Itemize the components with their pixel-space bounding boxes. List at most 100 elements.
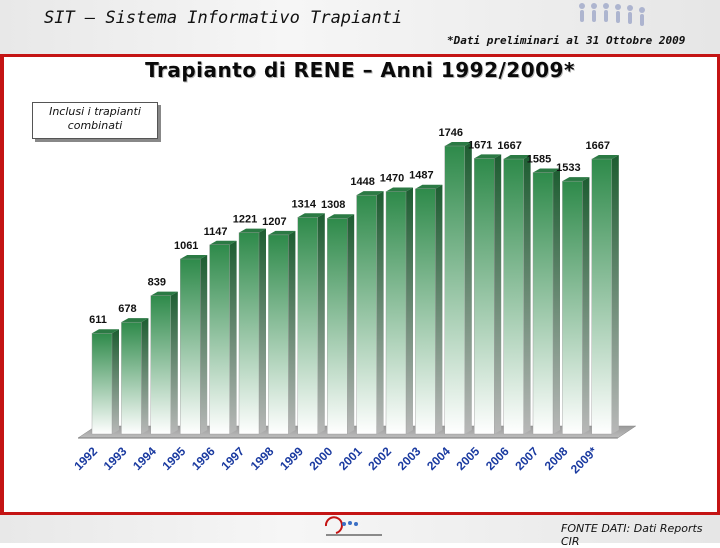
bar-side bbox=[200, 254, 208, 434]
bar-front bbox=[474, 158, 495, 435]
right-accent-bar bbox=[717, 0, 720, 540]
x-tick-2005: 2005 bbox=[454, 444, 483, 473]
data-label-1999: 1314 bbox=[292, 198, 317, 210]
x-tick-1995: 1995 bbox=[160, 444, 189, 473]
x-tick-2004: 2004 bbox=[424, 444, 453, 473]
bar-2000 bbox=[327, 214, 355, 435]
bar-top bbox=[92, 329, 119, 334]
data-label-2009*: 1667 bbox=[586, 140, 610, 152]
bar-top bbox=[415, 184, 443, 189]
bar-top bbox=[562, 177, 590, 182]
bar-front bbox=[591, 158, 612, 435]
data-label-2004: 1746 bbox=[439, 127, 463, 139]
x-tick-2002: 2002 bbox=[365, 444, 394, 473]
bar-2001 bbox=[356, 191, 384, 435]
x-tick-1999: 1999 bbox=[277, 444, 306, 473]
x-tick-2008: 2008 bbox=[542, 444, 571, 473]
bar-front bbox=[91, 333, 113, 435]
bar-2003 bbox=[415, 184, 443, 435]
x-tick-2007: 2007 bbox=[512, 444, 541, 473]
bar-top bbox=[239, 228, 266, 233]
data-label-2005: 1671 bbox=[468, 139, 492, 151]
bar-side bbox=[317, 213, 325, 434]
bar-side bbox=[141, 318, 149, 434]
bar-2007 bbox=[532, 168, 560, 435]
bar-2009* bbox=[591, 155, 619, 435]
bar-1995 bbox=[179, 254, 208, 435]
bar-side bbox=[494, 154, 502, 434]
x-tick-1997: 1997 bbox=[218, 444, 247, 473]
left-accent-bar bbox=[0, 0, 4, 540]
bar-1997 bbox=[238, 228, 266, 435]
data-label-1995: 1061 bbox=[174, 240, 198, 252]
bar-side bbox=[553, 168, 560, 434]
data-label-2001: 1448 bbox=[350, 176, 374, 188]
data-label-1994: 839 bbox=[148, 277, 166, 289]
bar-front bbox=[327, 218, 348, 435]
bar-2005 bbox=[474, 154, 502, 435]
bar-top bbox=[386, 187, 413, 192]
people-logo-icon bbox=[579, 3, 645, 26]
x-tick-2003: 2003 bbox=[395, 444, 424, 473]
bar-side bbox=[435, 184, 443, 434]
bar-top bbox=[591, 155, 619, 160]
bar-front bbox=[209, 244, 230, 435]
x-tick-2000: 2000 bbox=[307, 444, 336, 473]
bar-1994 bbox=[150, 291, 178, 435]
bar-top bbox=[533, 168, 560, 173]
bar-1993 bbox=[121, 318, 149, 435]
x-tick-1992: 1992 bbox=[71, 444, 100, 473]
x-tick-1998: 1998 bbox=[248, 444, 277, 473]
bar-front bbox=[385, 191, 407, 435]
bar-front bbox=[532, 172, 554, 435]
bar-top bbox=[444, 142, 472, 146]
bar-front bbox=[238, 232, 260, 435]
bar-front bbox=[503, 158, 524, 435]
bar-top bbox=[327, 214, 355, 219]
bar-top bbox=[121, 318, 149, 323]
data-source: FONTE DATI: Dati Reports CIR bbox=[561, 522, 703, 548]
bar-front bbox=[415, 188, 436, 435]
bar-top bbox=[150, 291, 178, 296]
bar-side bbox=[523, 155, 531, 434]
x-tick-1993: 1993 bbox=[101, 444, 130, 473]
x-tick-2001: 2001 bbox=[336, 444, 365, 473]
data-label-2007: 1585 bbox=[527, 154, 551, 166]
bar-top bbox=[297, 213, 325, 218]
bar-side bbox=[376, 191, 384, 434]
bar-side bbox=[464, 142, 472, 434]
chart-title: Trapianto di RENE – Anni 1992/2009* bbox=[145, 58, 575, 82]
bar-2004 bbox=[444, 142, 472, 435]
data-label-2000: 1308 bbox=[321, 199, 345, 211]
bar-front bbox=[150, 295, 172, 435]
bar-top bbox=[356, 191, 384, 196]
app-title: SIT – Sistema Informativo Trapianti bbox=[44, 8, 403, 28]
bar-top bbox=[209, 240, 237, 245]
bar-2006 bbox=[503, 155, 531, 435]
bar-front bbox=[356, 194, 377, 435]
bar-1998 bbox=[268, 230, 296, 435]
bar-side bbox=[229, 240, 237, 434]
bar-front bbox=[268, 234, 289, 435]
bar-side bbox=[406, 187, 413, 434]
x-tick-1996: 1996 bbox=[189, 444, 218, 473]
data-label-1997: 1221 bbox=[233, 214, 257, 226]
bar-1996 bbox=[209, 240, 237, 435]
data-label-2002: 1470 bbox=[380, 173, 404, 185]
bar-top bbox=[268, 230, 296, 235]
bar-front bbox=[562, 180, 583, 435]
data-label-1996: 1147 bbox=[204, 226, 228, 238]
data-label-1992: 611 bbox=[89, 314, 107, 326]
data-label-1998: 1207 bbox=[262, 216, 286, 228]
bar-top bbox=[180, 254, 208, 259]
bar-side bbox=[259, 228, 266, 434]
centro-nazionale-trapianti-logo-icon bbox=[324, 516, 382, 536]
bar-2008 bbox=[562, 177, 590, 435]
header-band bbox=[0, 0, 720, 57]
preliminary-note: *Dati preliminari al 31 Ottobre 2009 bbox=[447, 34, 686, 47]
bar-side bbox=[611, 155, 619, 434]
bar-side bbox=[347, 214, 355, 434]
bar-side bbox=[170, 291, 178, 434]
data-label-2006: 1667 bbox=[497, 140, 521, 152]
bar-2002 bbox=[385, 187, 413, 435]
